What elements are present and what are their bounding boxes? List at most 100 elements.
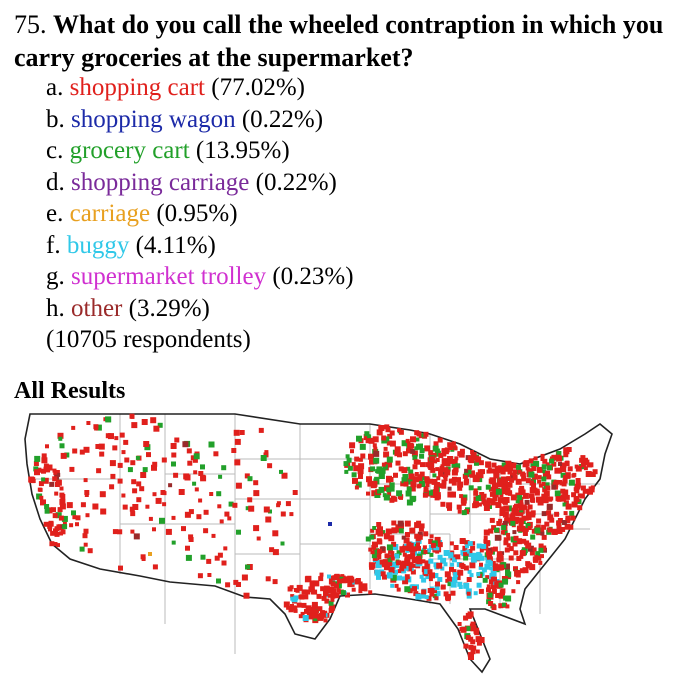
- response-dot: [476, 543, 482, 549]
- response-dot: [472, 476, 479, 483]
- response-dot: [475, 456, 482, 463]
- response-dot: [423, 431, 429, 437]
- response-dot: [33, 461, 39, 466]
- response-dot: [363, 587, 368, 592]
- response-dot: [207, 573, 212, 577]
- response-dot: [433, 459, 438, 464]
- response-dot: [381, 462, 386, 467]
- response-dot: [500, 588, 506, 594]
- response-dot: [486, 584, 491, 589]
- response-dot: [513, 509, 518, 514]
- response-dot: [437, 554, 443, 560]
- response-dot: [489, 566, 494, 571]
- response-dot: [365, 438, 371, 444]
- response-dot: [537, 475, 542, 480]
- response-dot: [298, 594, 303, 599]
- response-dot: [200, 464, 205, 470]
- response-dot: [494, 465, 500, 471]
- response-dot: [387, 433, 393, 439]
- response-dot: [392, 561, 398, 567]
- response-dot: [200, 554, 206, 560]
- response-dot: [506, 482, 511, 487]
- response-dot: [429, 552, 434, 557]
- response-dot: [564, 461, 570, 466]
- response-dot: [540, 554, 544, 559]
- response-dot: [272, 549, 279, 556]
- response-dot: [557, 518, 563, 523]
- response-dot: [417, 474, 423, 480]
- response-dot: [60, 494, 66, 499]
- response-dot: [382, 561, 389, 568]
- response-dot: [316, 593, 322, 599]
- response-dot: [129, 413, 135, 419]
- response-dot: [264, 450, 269, 455]
- response-dot: [38, 487, 43, 492]
- response-dot: [379, 425, 385, 431]
- response-dot: [373, 450, 380, 457]
- response-dot: [194, 487, 199, 492]
- response-dot: [470, 452, 477, 459]
- response-dot: [540, 453, 545, 458]
- response-dot: [523, 526, 529, 532]
- response-dot: [183, 473, 190, 480]
- response-dot: [391, 541, 397, 547]
- response-dot: [499, 564, 505, 570]
- response-dot: [461, 500, 467, 506]
- response-dot: [218, 474, 223, 479]
- response-dot: [198, 498, 203, 503]
- response-dot: [587, 462, 592, 468]
- response-dot: [434, 596, 439, 601]
- response-dot: [293, 595, 299, 601]
- response-dot: [99, 451, 105, 457]
- response-dot: [83, 478, 88, 483]
- response-dot: [333, 592, 340, 599]
- response-dot: [485, 500, 491, 506]
- response-dot: [500, 469, 506, 475]
- response-dot: [132, 504, 139, 510]
- response-dot: [491, 483, 497, 488]
- response-dot: [349, 442, 356, 449]
- response-dot: [499, 510, 506, 516]
- response-dot: [214, 555, 220, 561]
- response-dot: [60, 529, 66, 535]
- response-dot: [258, 427, 264, 433]
- response-dot: [54, 470, 60, 475]
- response-dot: [420, 462, 425, 468]
- response-dot: [518, 521, 524, 527]
- response-dot: [437, 577, 443, 582]
- response-dot: [529, 480, 534, 485]
- response-dot: [404, 586, 411, 593]
- response-dot: [421, 559, 426, 564]
- response-dot: [454, 456, 459, 461]
- response-dot: [227, 516, 232, 521]
- response-dot: [386, 544, 393, 551]
- response-dot: [200, 475, 207, 482]
- response-dot: [498, 582, 504, 588]
- response-dot: [419, 453, 425, 459]
- response-dot: [495, 502, 502, 508]
- response-dot: [480, 494, 486, 500]
- response-dot: [311, 601, 318, 608]
- response-dot: [405, 438, 410, 443]
- response-dot: [426, 595, 432, 601]
- response-dot: [236, 529, 241, 535]
- response-dot: [468, 553, 473, 558]
- response-dot: [547, 514, 554, 521]
- response-dot: [504, 465, 510, 470]
- response-dot: [521, 539, 526, 543]
- response-dot: [485, 575, 490, 580]
- response-dot: [478, 588, 484, 594]
- response-dot: [433, 441, 439, 447]
- response-dot: [526, 515, 532, 521]
- response-dot: [43, 521, 49, 527]
- response-dot: [510, 494, 517, 501]
- response-dot: [529, 550, 535, 556]
- response-dot: [430, 542, 436, 548]
- response-dot: [148, 552, 152, 556]
- response-dot: [351, 587, 356, 592]
- response-dot: [389, 430, 395, 436]
- response-dot: [544, 521, 550, 527]
- response-dot: [358, 457, 363, 462]
- response-dot: [416, 431, 422, 437]
- response-dot: [532, 547, 537, 552]
